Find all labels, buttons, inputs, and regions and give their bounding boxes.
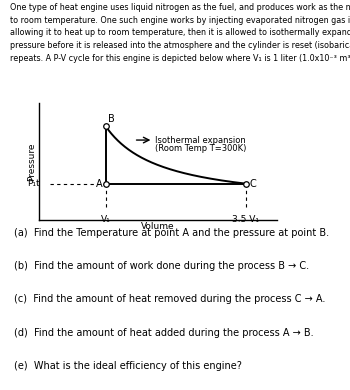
Text: 3.5 V₁: 3.5 V₁ (232, 215, 259, 224)
Text: V₁: V₁ (101, 215, 111, 224)
Y-axis label: Pressure: Pressure (27, 143, 36, 181)
X-axis label: Volume: Volume (141, 222, 174, 231)
Text: Isothermal expansion: Isothermal expansion (155, 136, 246, 145)
Text: repeats. A P-V cycle for this engine is depicted below where V₁ is 1 liter (1.0x: repeats. A P-V cycle for this engine is … (10, 54, 350, 63)
Text: A: A (96, 179, 102, 189)
Text: P₁t: P₁t (27, 179, 40, 188)
Text: (a)  Find the Temperature at point A and the pressure at point B.: (a) Find the Temperature at point A and … (14, 228, 329, 238)
Text: to room temperature. One such engine works by injecting evaporated nitrogen gas : to room temperature. One such engine wor… (10, 16, 350, 25)
Text: C: C (249, 179, 256, 189)
Text: (e)  What is the ideal efficiency of this engine?: (e) What is the ideal efficiency of this… (14, 361, 242, 371)
Text: (Room Temp T=300K): (Room Temp T=300K) (155, 144, 246, 152)
Text: One type of heat engine uses liquid nitrogen as the fuel, and produces work as t: One type of heat engine uses liquid nitr… (10, 3, 350, 12)
Text: (c)  Find the amount of heat removed during the process C → A.: (c) Find the amount of heat removed duri… (14, 294, 326, 305)
Text: (d)  Find the amount of heat added during the process A → B.: (d) Find the amount of heat added during… (14, 328, 314, 338)
Text: pressure before it is released into the atmosphere and the cylinder is reset (is: pressure before it is released into the … (10, 41, 350, 50)
Text: (b)  Find the amount of work done during the process B → C.: (b) Find the amount of work done during … (14, 261, 309, 271)
Text: allowing it to heat up to room temperature, then it is allowed to isothermally e: allowing it to heat up to room temperatu… (10, 28, 350, 37)
Text: B: B (108, 114, 115, 124)
